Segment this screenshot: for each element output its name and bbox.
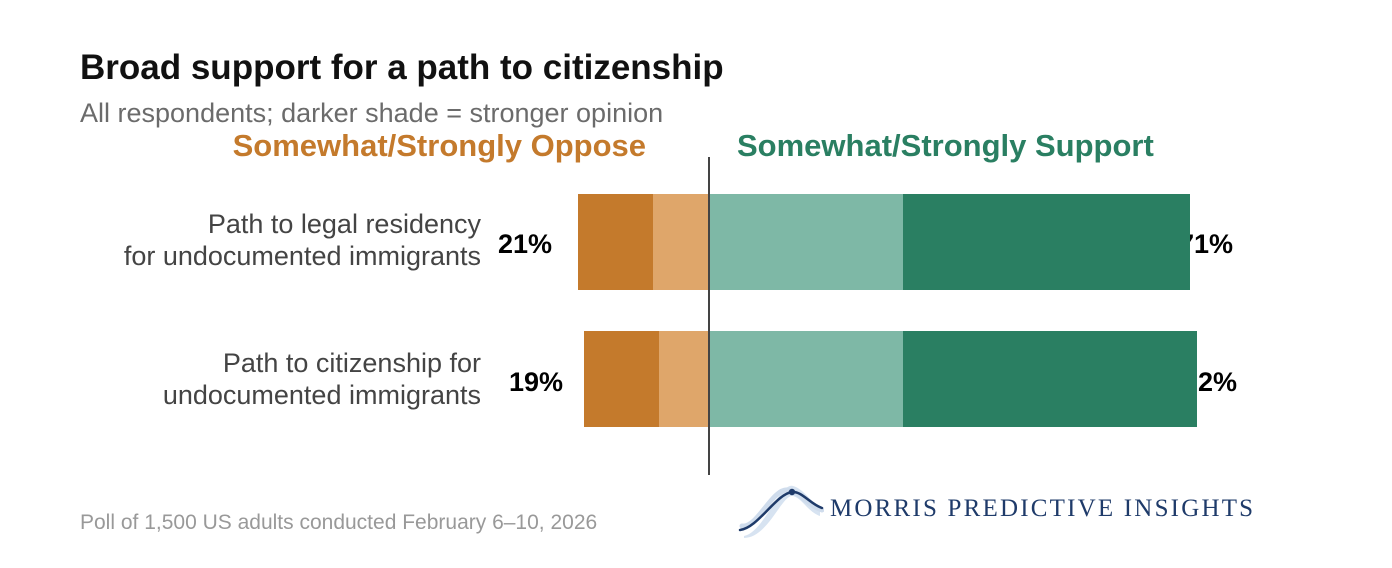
logo-wordmark: MORRIS PREDICTIVE INSIGHTS [830,495,1256,522]
bar-strongly-oppose [584,331,659,427]
source-note: Poll of 1,500 US adults conducted Februa… [80,511,598,534]
legend-support: Somewhat/Strongly Support [737,128,1154,163]
category-label-line: undocumented immigrants [162,380,481,410]
bar-somewhat-support [709,331,903,427]
bar-strongly-oppose [577,194,653,290]
net-oppose-label: 19% [509,367,564,397]
category-label-line: for undocumented immigrants [123,241,481,271]
bar-somewhat-oppose [652,194,709,290]
net-oppose-label: 21% [498,229,553,259]
zero-axis-line [708,157,710,475]
category-label-line: Path to citizenship for [222,348,481,378]
chart-title: Broad support for a path to citizenship [80,48,724,87]
bell-curve-icon [738,476,825,545]
bar-strongly-support [902,331,1197,427]
bar-strongly-support [902,194,1191,290]
bar-somewhat-oppose [659,331,709,427]
bar-somewhat-support [709,194,903,290]
category-label-citizenship: Path to citizenship for undocumented imm… [163,347,481,411]
legend-oppose: Somewhat/Strongly Oppose [232,128,646,163]
category-label-legal-residency: Path to legal residency for undocumented… [124,208,481,272]
chart-subtitle: All respondents; darker shade = stronger… [80,98,664,128]
category-label-line: Path to legal residency [207,209,481,239]
